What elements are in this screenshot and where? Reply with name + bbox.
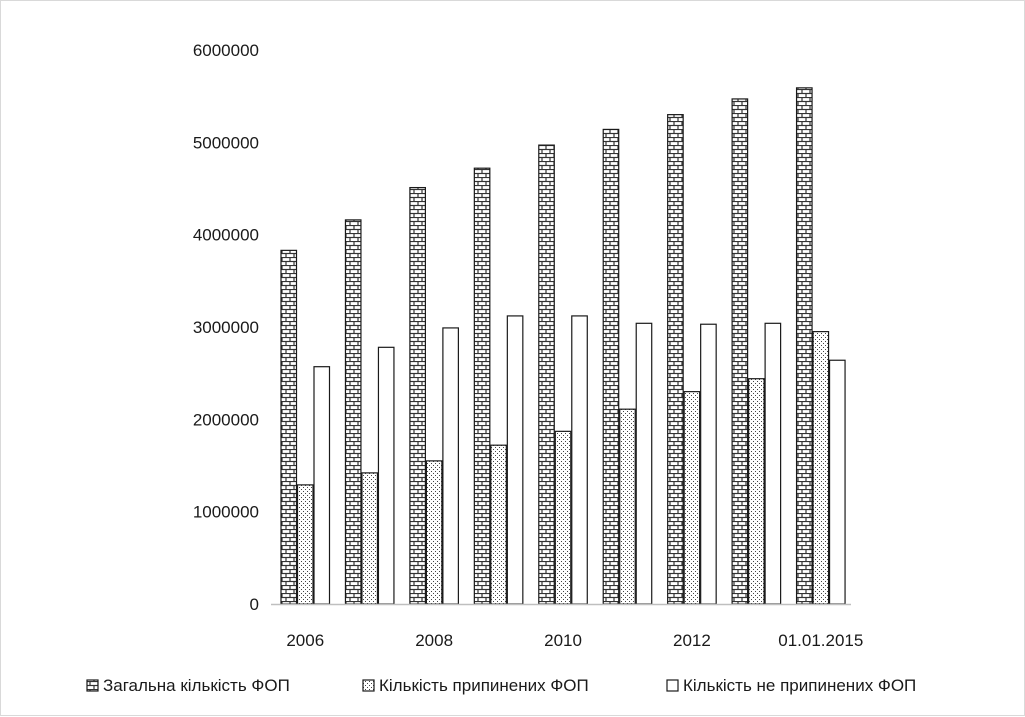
legend: Загальна кількість ФОП Кількість припинен… [86, 676, 916, 695]
bar-group [731, 98, 782, 605]
bar-not-terminated [571, 315, 588, 605]
y-tick-label: 6000000 [193, 41, 259, 60]
bar-terminated [361, 472, 379, 605]
legend-item: Кількість припинених ФОП [362, 676, 589, 695]
bar-total [602, 128, 620, 605]
bar-not-terminated [828, 359, 846, 605]
legend-label: Кількість припинених ФОП [379, 676, 589, 695]
bar-not-terminated [506, 315, 524, 605]
x-tick-label: 01.01.2015 [778, 631, 863, 650]
bar-total [795, 87, 813, 605]
bar-not-terminated [377, 346, 395, 605]
bar-group [795, 87, 846, 605]
y-tick-label: 4000000 [193, 226, 259, 245]
x-axis-ticks: 2006 2008 2010 2012 01.01.2015 [286, 631, 863, 650]
bar-terminated [812, 331, 830, 605]
bar-total [344, 219, 362, 605]
bar-terminated [619, 408, 636, 605]
bar-total [409, 186, 426, 605]
bar-total [667, 114, 684, 605]
y-tick-label: 5000000 [193, 133, 259, 152]
legend-swatch [86, 679, 99, 692]
bar-terminated [683, 391, 701, 605]
bar-terminated [748, 378, 765, 605]
y-tick-label: 3000000 [193, 318, 259, 337]
bar-total [731, 98, 749, 605]
bar-group [667, 114, 717, 605]
bar-group [602, 128, 653, 605]
bar-terminated [425, 460, 443, 605]
bar-terminated [296, 484, 314, 605]
bar-group [538, 144, 588, 605]
bar-total [280, 249, 298, 605]
x-tick-label: 2010 [544, 631, 582, 650]
bar-total [473, 167, 491, 605]
y-tick-label: 2000000 [193, 410, 259, 429]
y-tick-label: 1000000 [193, 503, 259, 522]
legend-label: Кількість не припинених ФОП [683, 676, 916, 695]
x-tick-label: 2006 [286, 631, 324, 650]
x-tick-label: 2012 [673, 631, 711, 650]
bar-not-terminated [313, 366, 331, 605]
legend-label: Загальна кількість ФОП [103, 676, 290, 695]
x-tick-label: 2008 [415, 631, 453, 650]
y-axis-ticks: 0 1000000 2000000 3000000 4000000 5000000 6000… [193, 41, 259, 614]
bars-layer [280, 87, 846, 605]
y-tick-label: 0 [250, 595, 259, 614]
bar-group [280, 249, 331, 605]
bar-group [344, 219, 395, 605]
legend-swatch [362, 679, 375, 692]
bar-terminated [490, 444, 507, 605]
bar-group [473, 167, 524, 605]
legend-swatch [666, 679, 679, 692]
legend-item: Загальна кількість ФОП [86, 676, 290, 695]
bar-not-terminated [764, 322, 782, 605]
bar-terminated [554, 430, 572, 605]
bar-group [409, 186, 459, 605]
legend-item: Кількість не припинених ФОП [666, 676, 916, 695]
bar-total [538, 144, 555, 605]
bar-not-terminated [700, 323, 717, 605]
bar-not-terminated [442, 327, 459, 605]
bar-not-terminated [635, 322, 653, 605]
